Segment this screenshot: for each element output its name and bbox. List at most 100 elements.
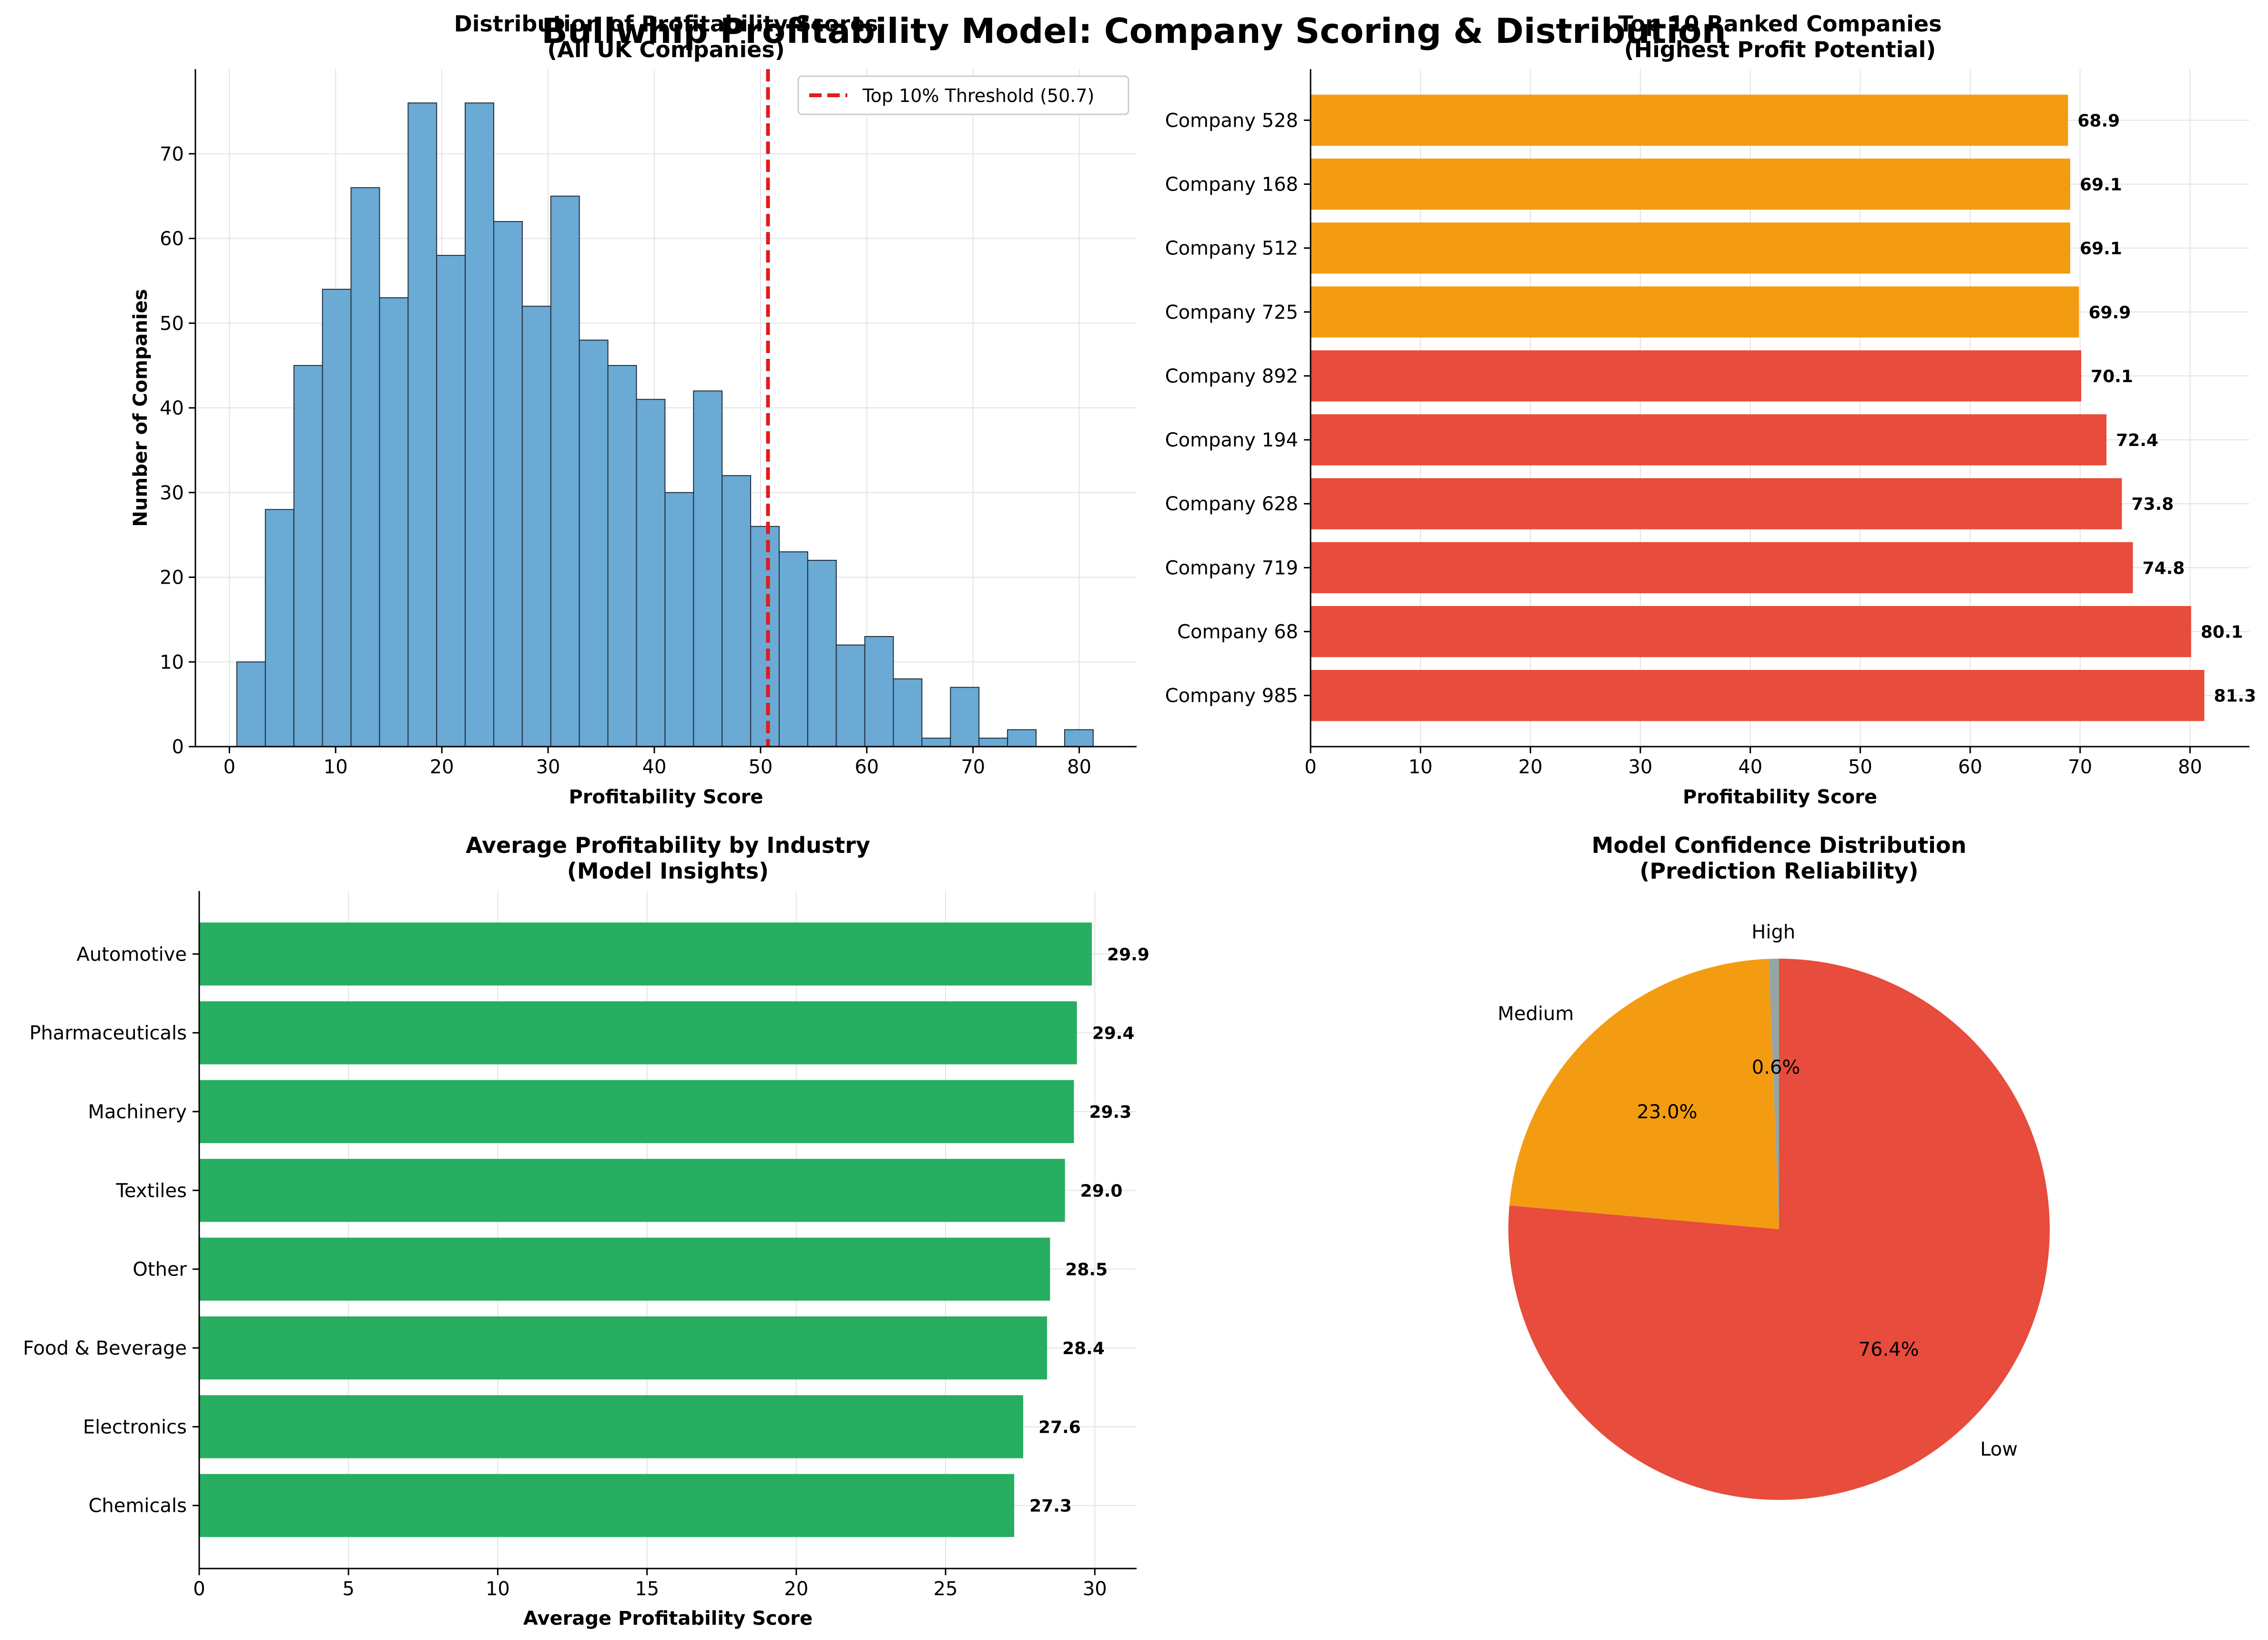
company-value-label: 68.9 <box>2077 111 2120 131</box>
figure-suptitle: Bullwhip Profitability Model: Company Sc… <box>541 11 1726 51</box>
company-bar <box>1311 478 2122 529</box>
x-tick-label: 70 <box>961 756 985 778</box>
company-name-label: Company 719 <box>1165 557 1298 579</box>
histogram-bar <box>921 738 951 747</box>
industry-value-label: 29.3 <box>1089 1103 1131 1122</box>
company-value-label: 74.8 <box>2142 558 2185 578</box>
company-bar <box>1311 94 2068 146</box>
histogram-bar <box>579 339 609 747</box>
y-tick-label: 70 <box>160 143 184 165</box>
top-companies-value-labels: 81.3 80.1 74.8 73.8 72.4 70.1 69.9 69.1 69.1 68.9 <box>2077 111 2256 706</box>
industry-bar <box>199 1001 1077 1064</box>
company-bar <box>1311 286 2079 338</box>
industry-name-label: Other <box>132 1259 187 1281</box>
company-name-label: Company 512 <box>1165 238 1298 260</box>
pie-slice <box>1769 959 1779 1229</box>
histogram-bar <box>693 390 723 747</box>
industry-panel: 27.3 27.6 28.4 28.5 29.0 29.3 29.4 29.9 0 5 10 15 2… <box>23 832 1149 1630</box>
x-tick-label: 70 <box>2068 756 2092 778</box>
company-value-label: 72.4 <box>2116 431 2158 450</box>
histogram-panel: 0 10 20 30 40 50 60 70 80 0 10 20 30 40 50 60 70 Profit… <box>130 11 1137 808</box>
histogram-bar <box>750 526 780 747</box>
industry-value-label: 29.4 <box>1092 1024 1135 1043</box>
pie-slice-label: Low <box>1980 1438 2018 1460</box>
x-tick-label: 5 <box>342 1578 354 1600</box>
industry-name-label: Pharmaceuticals <box>30 1022 187 1044</box>
histogram-title: Distribution of Profitability Scores (All… <box>454 11 878 62</box>
histogram-bar <box>465 102 495 748</box>
x-tick-label: 50 <box>1848 756 1872 778</box>
top-companies-axes <box>1310 69 2249 748</box>
industry-x-ticks: 0 5 10 15 20 25 30 <box>193 1569 1107 1600</box>
histogram-bar <box>236 661 266 747</box>
x-tick-label: 80 <box>1067 756 1091 778</box>
legend-threshold-label: Top 10% Threshold (50.7) <box>862 85 1094 106</box>
industry-name-label: Textiles <box>115 1180 187 1202</box>
industry-bar <box>199 922 1092 986</box>
x-tick-label: 40 <box>1738 756 1762 778</box>
industry-name-label: Chemicals <box>89 1495 187 1517</box>
industry-value-label: 28.5 <box>1065 1260 1108 1280</box>
x-tick-label: 60 <box>854 756 879 778</box>
top-companies-title: Top 10 Ranked Companies (Highest Profit P… <box>1618 11 1942 62</box>
industry-value-label: 27.6 <box>1038 1417 1081 1437</box>
industry-value-label: 28.4 <box>1062 1339 1105 1358</box>
y-tick-label: 50 <box>160 313 184 334</box>
pie-slice <box>1509 959 1779 1229</box>
histogram-bar <box>1007 729 1037 747</box>
pie-labels: High 0.6% Medium 23.0% Low 76.4% <box>1497 921 2017 1460</box>
histogram-bar <box>636 399 666 747</box>
y-tick-label: 40 <box>160 397 184 419</box>
histogram-bar <box>493 221 523 748</box>
company-bar <box>1311 670 2205 721</box>
histogram-bar <box>978 738 1008 747</box>
y-tick-label: 10 <box>160 651 184 673</box>
x-tick-label: 20 <box>1518 756 1543 778</box>
histogram-bars <box>236 102 1094 748</box>
company-bar <box>1311 542 2133 594</box>
y-tick-label: 20 <box>160 567 184 589</box>
x-tick-label: 60 <box>1958 756 1983 778</box>
pie-slice-label: Medium <box>1497 1003 1574 1025</box>
pie-slice-percent: 23.0% <box>1637 1101 1698 1123</box>
histogram-bar <box>350 187 380 748</box>
industry-bar <box>199 1080 1074 1144</box>
top-companies-x-label: Profitability Score <box>1683 786 1877 808</box>
histogram-bar <box>264 509 295 748</box>
histogram-legend: Top 10% Threshold (50.7) <box>797 75 1129 115</box>
histogram-x-ticks: 0 10 20 30 40 50 60 70 80 <box>224 747 1091 778</box>
confidence-pie-panel: High 0.6% Medium 23.0% Low 76.4% Model Confid… <box>1497 832 2050 1500</box>
company-name-label: Company 985 <box>1165 685 1298 707</box>
company-name-label: Company 628 <box>1165 493 1298 515</box>
histogram-bar <box>778 551 808 748</box>
industry-value-labels: 27.3 27.6 28.4 28.5 29.0 29.3 29.4 29.9 <box>1029 945 1149 1516</box>
histogram-bar <box>864 636 894 748</box>
company-value-label: 69.9 <box>2088 303 2131 323</box>
x-tick-label: 10 <box>486 1578 510 1600</box>
histogram-bar <box>521 305 551 747</box>
company-name-label: Company 194 <box>1165 429 1298 451</box>
x-tick-label: 25 <box>934 1578 958 1600</box>
company-value-label: 73.8 <box>2131 495 2174 514</box>
company-bar <box>1311 158 2070 210</box>
histogram-y-ticks: 0 10 20 30 40 50 60 70 <box>160 143 195 758</box>
industry-bar <box>199 1237 1050 1301</box>
company-value-label: 70.1 <box>2091 367 2133 386</box>
y-tick-label: 0 <box>172 736 184 758</box>
industry-value-label: 29.0 <box>1080 1181 1123 1201</box>
histogram-x-label: Profitability Score <box>569 786 763 808</box>
company-value-label: 81.3 <box>2214 687 2256 706</box>
histogram-bar <box>407 102 437 748</box>
industry-name-label: Electronics <box>83 1416 187 1438</box>
industry-y-ticks: Chemicals Electronics Food & Beverage Other… <box>23 943 199 1517</box>
x-tick-label: 20 <box>784 1578 808 1600</box>
top-companies-y-ticks: Company 985 Company 68 Company 719 Company … <box>1165 110 1311 707</box>
histogram-bar <box>664 492 694 747</box>
industry-bar <box>199 1159 1065 1222</box>
x-tick-label: 10 <box>1408 756 1433 778</box>
x-tick-label: 30 <box>1083 1578 1107 1600</box>
company-bar <box>1311 222 2070 274</box>
x-tick-label: 15 <box>635 1578 659 1600</box>
histogram-bar <box>322 289 352 747</box>
x-tick-label: 0 <box>224 756 235 778</box>
